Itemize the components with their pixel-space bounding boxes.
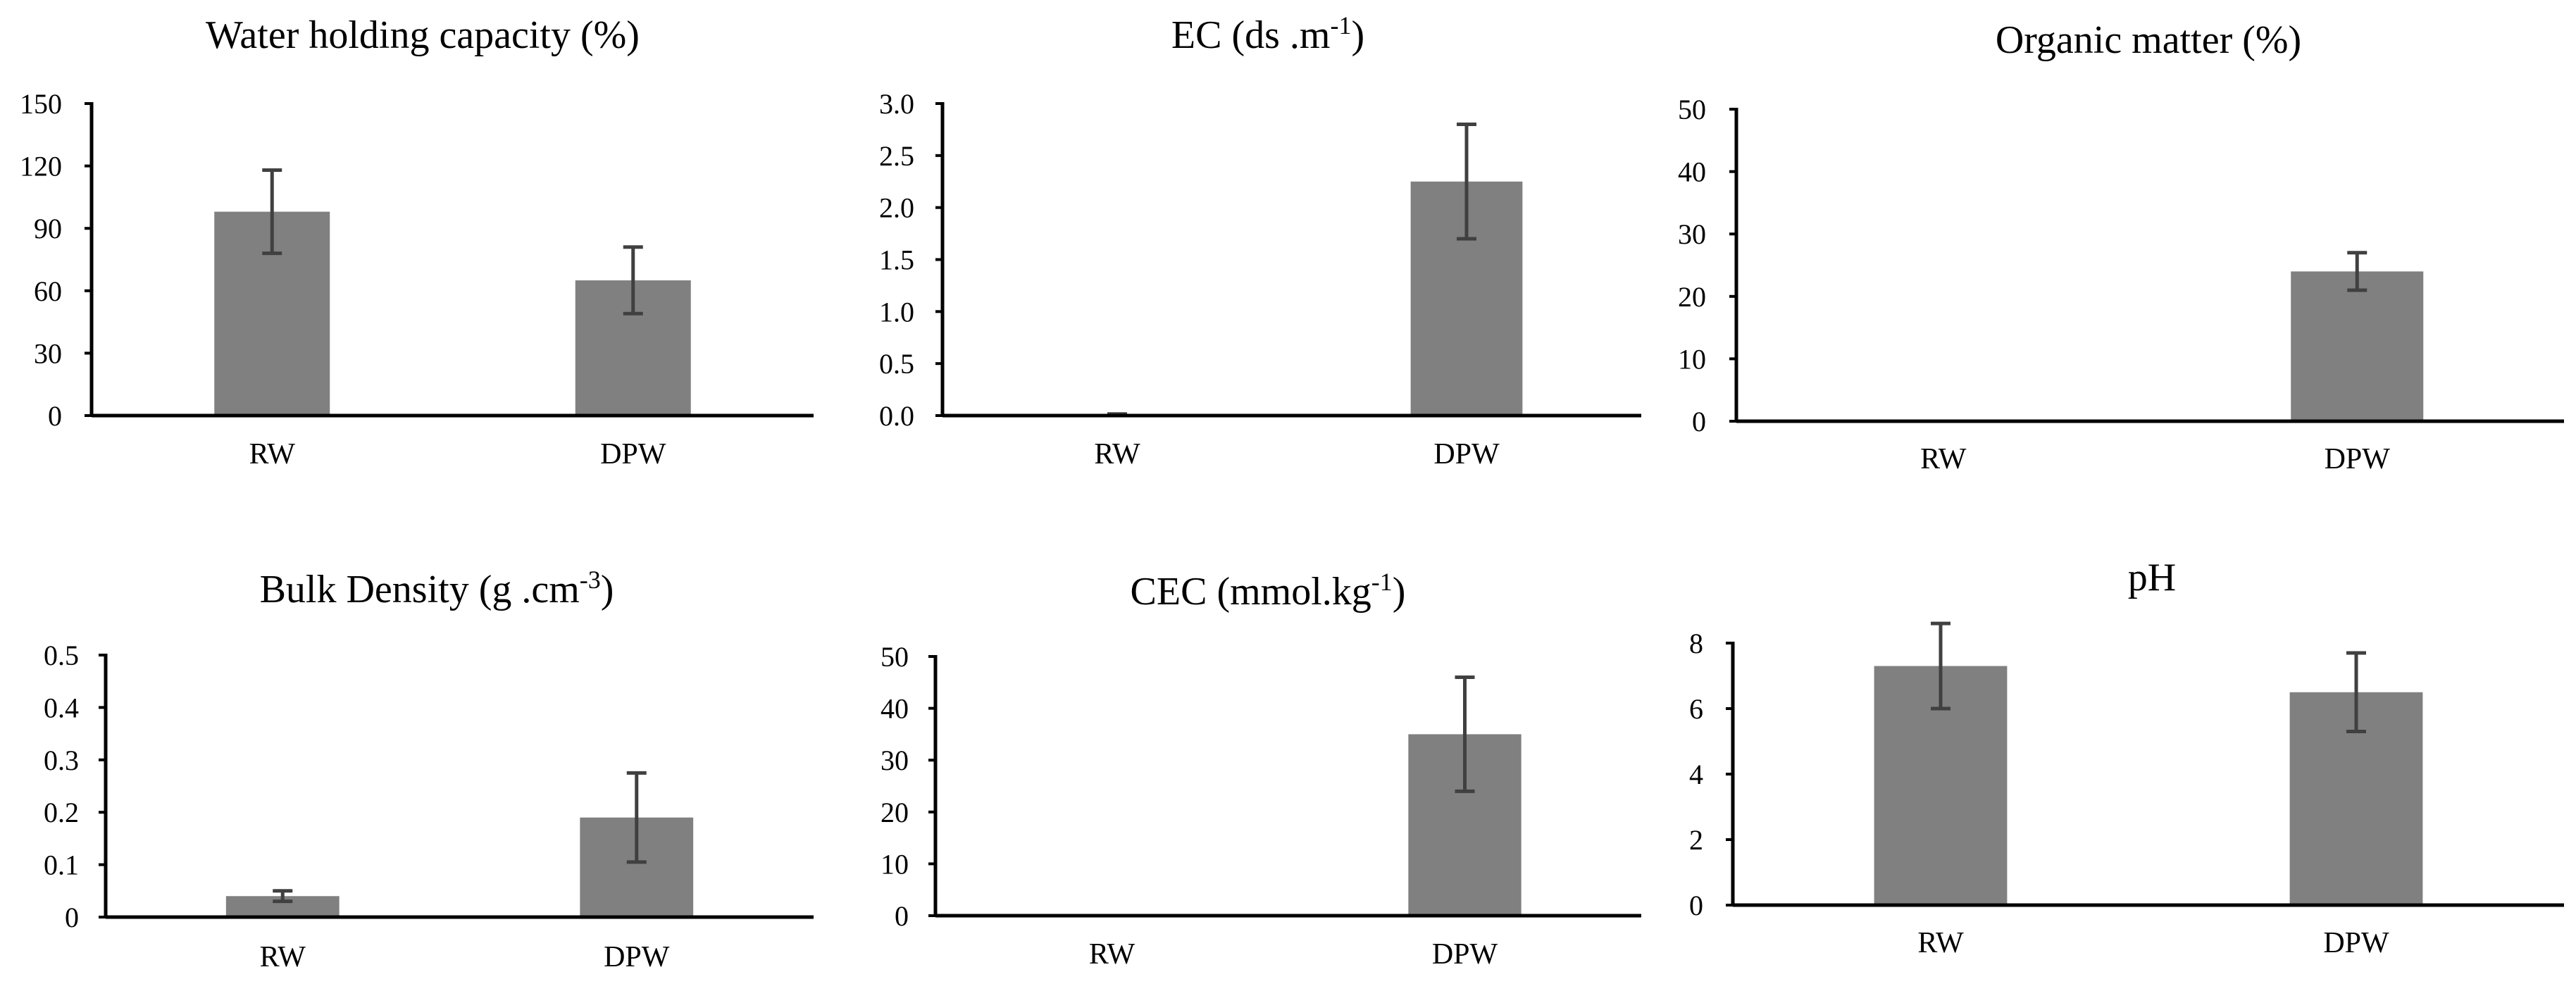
y-tick-label: 120 xyxy=(20,151,62,182)
x-category-label: DPW xyxy=(2325,443,2391,475)
y-tick-label: 0.2 xyxy=(44,797,79,828)
y-tick-label: 0 xyxy=(65,902,79,933)
chart-panel: EC (ds .m-1) 0.0 0.5 1.0 1.5 2.0 2.5 3.0 RW DPW xyxy=(879,11,1641,471)
chart-title-text: Organic matter (%) xyxy=(1996,18,2301,62)
x-category-label: DPW xyxy=(604,941,670,973)
chart-title-superscript: -1 xyxy=(1371,568,1393,596)
chart-title-superscript: -1 xyxy=(1330,11,1351,39)
chart-panel: CEC (mmol.kg-1) 0 10 20 30 40 50 RW DPW xyxy=(881,568,1641,971)
y-tick-label: 0 xyxy=(895,900,909,932)
y-tick-label: 2 xyxy=(1689,824,1703,856)
chart-title: Water holding capacity (%) xyxy=(206,13,640,57)
y-tick-label: 30 xyxy=(34,337,62,369)
y-tick-label: 40 xyxy=(881,693,909,725)
chart-title-text: CEC (mmol.kg xyxy=(1131,570,1371,614)
chart-title-superscript: -3 xyxy=(580,566,601,594)
chart-panel: Water holding capacity (%) 0 30 60 90 120 150 R… xyxy=(20,13,814,471)
y-tick-label: 10 xyxy=(1678,343,1706,375)
x-category-label: RW xyxy=(1920,443,1967,475)
chart-title-end: ) xyxy=(1351,13,1364,57)
chart-title-end: ) xyxy=(1393,570,1406,614)
x-category-label: DPW xyxy=(1433,438,1500,471)
chart-title-text: Bulk Density (g .cm xyxy=(260,568,580,611)
y-tick-label: 30 xyxy=(1678,218,1706,250)
y-tick-label: 0.3 xyxy=(44,745,79,776)
y-tick-label: 1.0 xyxy=(879,296,914,328)
chart-title: CEC (mmol.kg-1) xyxy=(1131,568,1406,614)
y-tick-label: 2.5 xyxy=(879,140,914,172)
y-tick-label: 0 xyxy=(1689,890,1703,921)
y-tick-label: 0.5 xyxy=(879,348,914,380)
y-tick-label: 30 xyxy=(881,745,909,776)
y-tick-label: 0 xyxy=(1692,406,1706,437)
x-category-label: RW xyxy=(1094,438,1140,471)
bar-dpw xyxy=(2291,271,2424,421)
chart-title-text: Water holding capacity (%) xyxy=(206,13,640,57)
chart-title-end: ) xyxy=(601,568,614,611)
x-category-label: DPW xyxy=(1432,938,1498,971)
y-tick-label: 40 xyxy=(1678,156,1706,188)
chart-title: Organic matter (%) xyxy=(1996,18,2301,62)
chart-title: EC (ds .m-1) xyxy=(1171,11,1364,57)
y-tick-label: 0.4 xyxy=(44,692,79,723)
x-category-label: DPW xyxy=(600,438,666,471)
x-category-label: RW xyxy=(1089,938,1135,971)
x-category-label: RW xyxy=(1917,927,1964,959)
chart-title: pH xyxy=(2128,556,2176,599)
x-category-label: RW xyxy=(260,941,306,973)
y-tick-label: 20 xyxy=(1678,281,1706,313)
chart-panel: pH 0 2 4 6 8 RW DPW xyxy=(1689,556,2564,959)
y-tick-label: 2.0 xyxy=(879,192,914,224)
y-tick-label: 4 xyxy=(1689,759,1703,790)
y-tick-label: 90 xyxy=(34,213,62,244)
x-category-label: RW xyxy=(249,438,296,471)
y-tick-label: 150 xyxy=(20,88,62,120)
chart-title: Bulk Density (g .cm-3) xyxy=(260,566,614,611)
y-tick-label: 50 xyxy=(881,641,909,673)
y-tick-label: 50 xyxy=(1678,94,1706,125)
y-tick-label: 8 xyxy=(1689,628,1703,659)
chart-panel: Organic matter (%) 0 10 20 30 40 50 RW DPW xyxy=(1678,18,2564,475)
y-tick-label: 1.5 xyxy=(879,244,914,276)
chart-panel: Bulk Density (g .cm-3) 0 0.1 0.2 0.3 0.4 0.5 RW… xyxy=(44,566,814,973)
y-tick-label: 10 xyxy=(881,848,909,880)
y-tick-label: 6 xyxy=(1689,693,1703,725)
y-tick-label: 0 xyxy=(48,400,62,432)
chart-title-text: pH xyxy=(2128,556,2176,599)
y-tick-label: 60 xyxy=(34,275,62,307)
y-tick-label: 0.1 xyxy=(44,849,79,881)
y-tick-label: 3.0 xyxy=(879,88,914,120)
y-tick-label: 0.5 xyxy=(44,640,79,671)
y-tick-label: 20 xyxy=(881,797,909,828)
chart-title-text: EC (ds .m xyxy=(1171,13,1331,57)
y-tick-label: 0.0 xyxy=(879,400,914,432)
x-category-label: DPW xyxy=(2323,927,2389,959)
